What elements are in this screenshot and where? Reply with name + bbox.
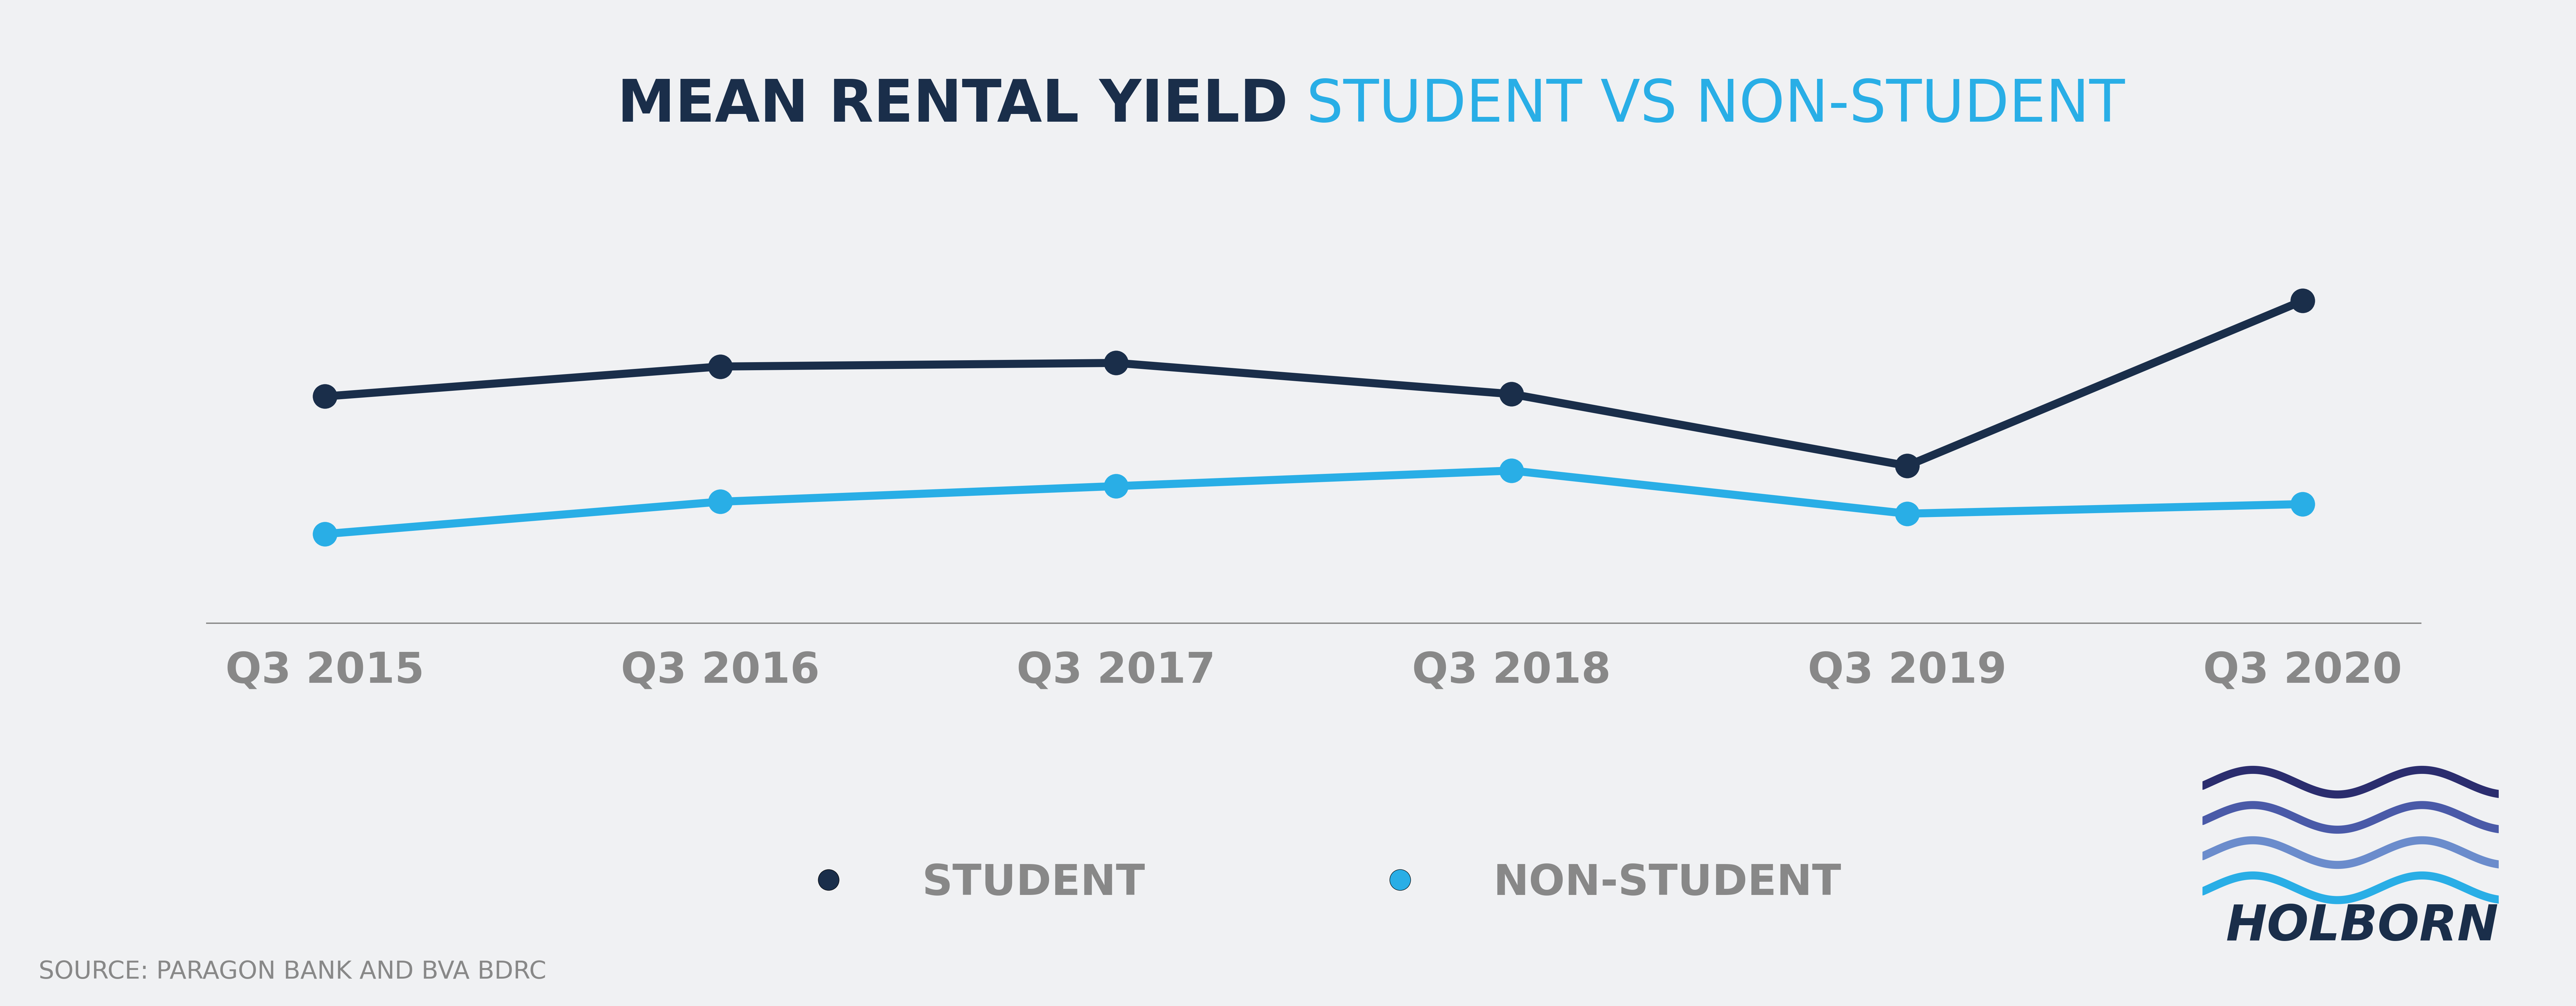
Point [1492, 463, 1533, 479]
Point [1492, 386, 1533, 402]
Point [1886, 506, 1927, 522]
Point [304, 388, 345, 404]
Point [2282, 496, 2324, 512]
Point [2282, 293, 2324, 309]
Text: STUDENT VS NON-STUDENT: STUDENT VS NON-STUDENT [1288, 77, 2125, 134]
Point [1095, 355, 1136, 371]
Point [304, 526, 345, 542]
Point [701, 494, 742, 510]
Point [701, 358, 742, 374]
Text: SOURCE: PARAGON BANK AND BVA BDRC: SOURCE: PARAGON BANK AND BVA BDRC [39, 960, 546, 984]
Point [1886, 458, 1927, 474]
Text: MEAN RENTAL YIELD: MEAN RENTAL YIELD [618, 77, 1288, 134]
Point [1095, 478, 1136, 494]
Legend: STUDENT, NON-STUDENT: STUDENT, NON-STUDENT [786, 862, 1842, 903]
Text: HOLBORN: HOLBORN [2226, 902, 2499, 951]
